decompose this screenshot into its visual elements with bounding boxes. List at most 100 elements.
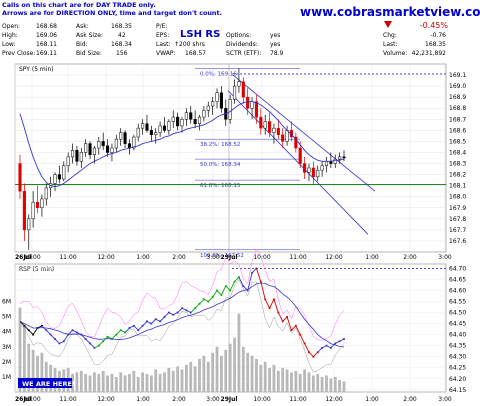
- pattern-label: LSH RS: [180, 29, 220, 40]
- candle-body: [167, 121, 171, 131]
- price-y-tick: 168.9: [449, 94, 466, 101]
- rsp-y-tick: 64.20: [449, 376, 466, 383]
- candle-body: [84, 143, 88, 153]
- price-x-tick: 12:00: [97, 254, 114, 261]
- rsp-point: [45, 329, 48, 332]
- volume-axis: 6M 5M 4M 3M 2M 1M: [2, 299, 11, 381]
- volume-bar: [259, 364, 263, 392]
- price-y-tick: 168.8: [449, 105, 466, 112]
- candle-body: [211, 101, 215, 107]
- watermark-url[interactable]: www.cobrasmarketview.com: [300, 5, 480, 19]
- rsp-point: [54, 338, 56, 340]
- volume-value: 42,231,892: [412, 50, 447, 57]
- volume-bar: [167, 367, 171, 392]
- vwap-value: 168.57: [185, 50, 206, 57]
- candle-body: [106, 145, 110, 153]
- ghost-line: [19, 249, 345, 341]
- rsp-y-tick: 64.25: [449, 365, 466, 372]
- volume-bar: [206, 361, 210, 392]
- candle-body: [268, 121, 272, 133]
- candle-body: [27, 218, 31, 231]
- fib-lines: 0.0%: 169.16 38.2%: 168.52 50.0%: 168.34 61…: [195, 68, 300, 259]
- volume-bar: [171, 370, 175, 392]
- price-y-tick: 168.5: [449, 138, 466, 145]
- rsp-point: [259, 280, 262, 283]
- badge-text: WE ARE HERE!: [22, 380, 75, 388]
- candle-body: [202, 110, 206, 118]
- rsp-y-tick: 64.50: [449, 310, 466, 317]
- rsp-segment: [295, 325, 301, 335]
- rsp-point: [334, 342, 337, 345]
- candle-body: [57, 174, 61, 180]
- volume-bar: [71, 373, 74, 392]
- rsp-y-tick: 64.15: [449, 387, 466, 394]
- rsp-y-tick: 64.35: [449, 343, 466, 350]
- rsp-segment: [264, 299, 270, 309]
- rsp-x-tick: 3:00: [206, 396, 220, 403]
- last-trade-label: Last:: [156, 41, 171, 48]
- rsp-ma-line: [19, 282, 345, 348]
- rsp-point: [325, 344, 328, 347]
- volume-label: Volume:: [383, 50, 407, 57]
- price-candles: [18, 68, 346, 250]
- candle-body: [311, 167, 315, 178]
- volume-bar: [338, 379, 342, 392]
- candle-body: [154, 132, 158, 136]
- rsp-x-tick: 3:00: [438, 396, 452, 403]
- options-label: Options:: [226, 32, 251, 39]
- note-line-2: Arrows are for DIRECTION ONLY, time and …: [2, 9, 222, 17]
- rsp-point: [238, 276, 240, 279]
- pe-label: P/E:: [156, 23, 167, 30]
- volume-bar: [132, 370, 136, 392]
- volume-bar: [145, 373, 149, 392]
- rsp-point: [220, 293, 223, 296]
- volume-bar: [281, 367, 285, 392]
- ask-label: Ask:: [76, 23, 89, 30]
- price-panel: SPY (5 min) 169.1 169.0 168.9 168.8 168.7 168…: [14, 63, 466, 259]
- volume-bar: [241, 346, 245, 392]
- price-y-tick: 168.7: [449, 116, 466, 123]
- rsp-segment: [32, 327, 38, 335]
- price-y-tick: 168.4: [449, 149, 466, 156]
- candle-body: [333, 158, 337, 164]
- volume-bar: [27, 343, 31, 392]
- rsp-segment: [63, 334, 69, 342]
- candle-body: [132, 136, 136, 149]
- down-arrow-icon: [384, 21, 392, 28]
- candle-body: [158, 125, 162, 133]
- volume-bar: [202, 355, 206, 392]
- low-value: 168.11: [36, 41, 57, 48]
- volume-bar: [316, 373, 320, 392]
- prev-close-value: 169.11: [36, 50, 57, 57]
- candle-body: [259, 116, 263, 129]
- bid-value: 168.34: [111, 41, 132, 48]
- vwap-label: VWAP:: [156, 50, 175, 57]
- volume-bar: [44, 361, 48, 392]
- volume-bar: [180, 369, 184, 392]
- rsp-x-tick: 10:00: [23, 396, 40, 403]
- note-line-1: Calls on this chart are for DAY TRADE on…: [2, 1, 156, 9]
- ask-value: 168.35: [111, 23, 132, 30]
- volume-tick: 6M: [2, 299, 11, 306]
- rsp-x-tick: 26Jul: [15, 396, 32, 403]
- price-y-tick: 167.6: [449, 238, 466, 245]
- candle-body: [97, 141, 101, 149]
- candle-body: [92, 147, 96, 155]
- candle-body: [101, 141, 105, 147]
- chg-label: Chg:: [383, 32, 397, 39]
- channel-upper-line: [232, 74, 376, 192]
- volume-tick: 4M: [2, 329, 11, 336]
- candle-body: [246, 96, 250, 109]
- candle-body: [272, 127, 276, 133]
- price-x-tick: 10:00: [23, 254, 40, 261]
- candle-body: [123, 132, 127, 144]
- volume-bar: [198, 358, 201, 392]
- price-x-tick: 1:00: [365, 254, 379, 261]
- low-label: Low:: [2, 41, 16, 48]
- rsp-x-tick: 1:00: [136, 396, 150, 403]
- rsp-panel-title: RSP (5 min): [19, 266, 54, 273]
- rsp-y-tick: 64.70: [449, 265, 466, 272]
- price-y-tick: 169.0: [449, 83, 466, 90]
- volume-bar: [184, 364, 188, 392]
- price-y-tick: 167.7: [449, 227, 466, 234]
